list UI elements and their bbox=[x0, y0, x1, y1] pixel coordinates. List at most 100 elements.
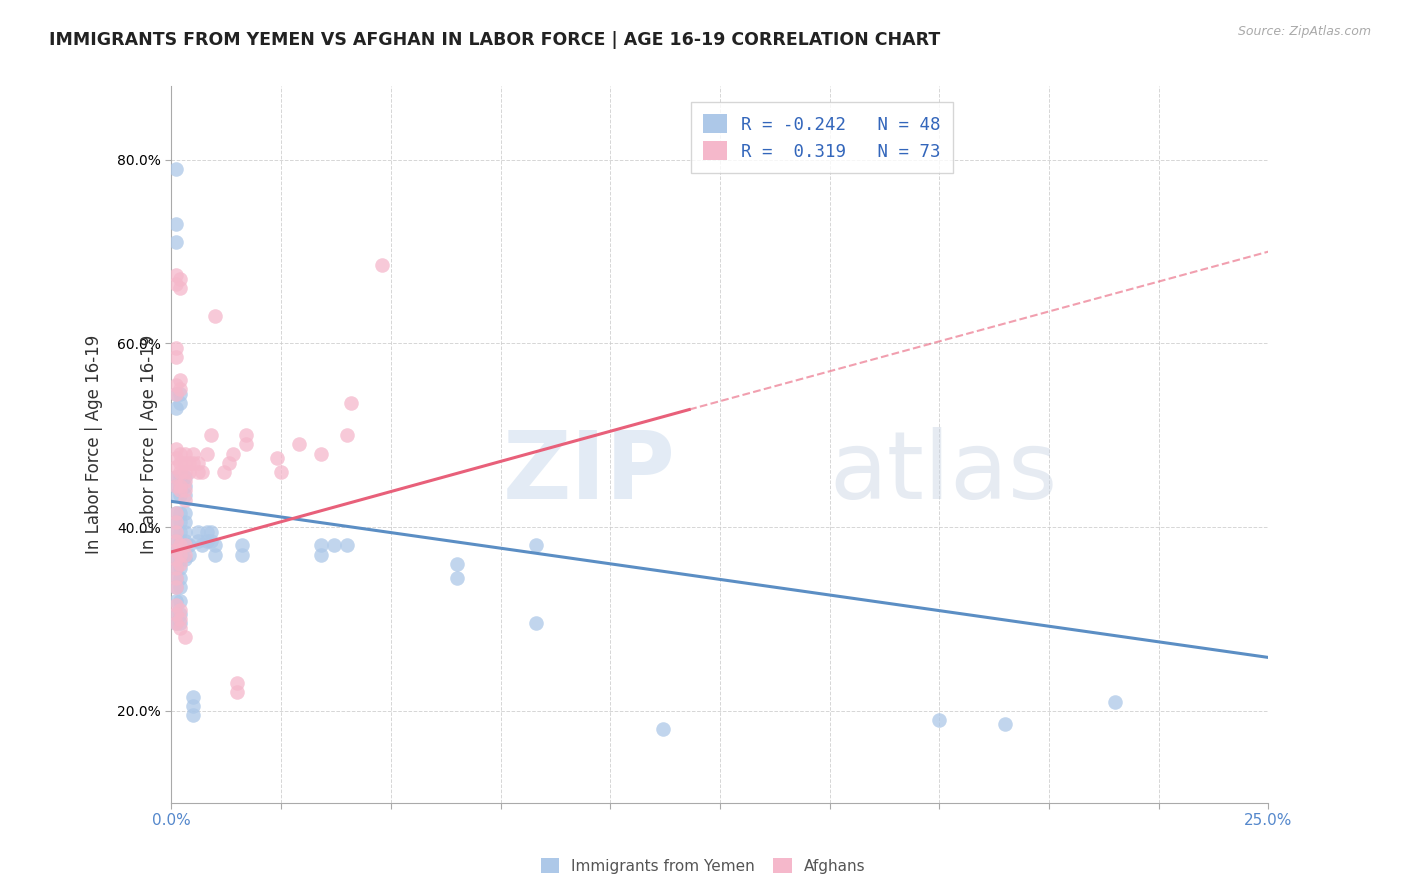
Point bbox=[165, 235, 187, 250]
Point bbox=[524, 616, 547, 631]
Point bbox=[173, 474, 195, 488]
Point bbox=[169, 483, 191, 498]
Point bbox=[165, 607, 187, 622]
Point bbox=[651, 722, 673, 736]
Text: atlas: atlas bbox=[830, 427, 1057, 519]
Point bbox=[169, 479, 191, 493]
Point bbox=[165, 516, 187, 530]
Point bbox=[322, 538, 344, 552]
Point bbox=[165, 377, 187, 392]
Text: Source: ZipAtlas.com: Source: ZipAtlas.com bbox=[1237, 25, 1371, 38]
Point bbox=[994, 717, 1017, 731]
Point bbox=[165, 533, 187, 548]
Point bbox=[187, 456, 209, 470]
Point bbox=[165, 350, 187, 364]
Point bbox=[187, 533, 209, 548]
Point bbox=[165, 580, 187, 594]
Point bbox=[165, 387, 187, 401]
Point bbox=[340, 396, 363, 410]
Point bbox=[309, 548, 332, 562]
Point bbox=[169, 382, 191, 396]
Point bbox=[235, 437, 257, 451]
Point bbox=[165, 469, 187, 483]
Point bbox=[169, 456, 191, 470]
Point bbox=[165, 161, 187, 176]
Point bbox=[173, 552, 195, 566]
Point bbox=[169, 272, 191, 286]
Point bbox=[165, 616, 187, 631]
Point bbox=[165, 387, 187, 401]
Point bbox=[191, 465, 214, 479]
Point bbox=[195, 524, 218, 539]
Point bbox=[336, 428, 359, 442]
Point bbox=[183, 699, 205, 714]
Point bbox=[165, 401, 187, 415]
Point bbox=[165, 488, 187, 502]
Point bbox=[183, 447, 205, 461]
Point bbox=[169, 479, 191, 493]
Point bbox=[183, 456, 205, 470]
Point bbox=[204, 548, 226, 562]
Point bbox=[165, 217, 187, 231]
Point bbox=[165, 580, 187, 594]
Point bbox=[177, 456, 200, 470]
Point bbox=[165, 598, 187, 612]
Point bbox=[169, 607, 191, 622]
Point bbox=[173, 469, 195, 483]
Point bbox=[169, 621, 191, 635]
Point bbox=[169, 561, 191, 575]
Point bbox=[169, 612, 191, 626]
Point bbox=[165, 442, 187, 456]
Point bbox=[212, 465, 235, 479]
Point bbox=[287, 437, 309, 451]
Point bbox=[235, 428, 257, 442]
Point bbox=[165, 506, 187, 520]
Point bbox=[173, 488, 195, 502]
Point bbox=[222, 447, 245, 461]
Point bbox=[169, 543, 191, 558]
Point bbox=[270, 465, 292, 479]
Point bbox=[169, 387, 191, 401]
Point bbox=[218, 456, 240, 470]
Point bbox=[165, 552, 187, 566]
Point bbox=[169, 538, 191, 552]
Point bbox=[231, 548, 253, 562]
Point bbox=[169, 488, 191, 502]
Point bbox=[195, 447, 218, 461]
Point bbox=[165, 607, 187, 622]
Point bbox=[165, 460, 187, 475]
Point bbox=[173, 492, 195, 507]
Point bbox=[165, 479, 187, 493]
Point bbox=[173, 456, 195, 470]
Point bbox=[173, 506, 195, 520]
Point bbox=[165, 341, 187, 355]
Legend: Immigrants from Yemen, Afghans: Immigrants from Yemen, Afghans bbox=[534, 852, 872, 880]
Point bbox=[169, 465, 191, 479]
Point bbox=[165, 516, 187, 530]
Point bbox=[200, 533, 222, 548]
Point bbox=[165, 552, 187, 566]
Point bbox=[165, 268, 187, 282]
Point bbox=[204, 309, 226, 323]
Point bbox=[169, 603, 191, 617]
Point bbox=[165, 506, 187, 520]
Text: ZIP: ZIP bbox=[503, 427, 676, 519]
Point bbox=[173, 465, 195, 479]
Point bbox=[200, 524, 222, 539]
Point bbox=[204, 538, 226, 552]
Point bbox=[169, 524, 191, 539]
Point bbox=[446, 557, 468, 571]
Point bbox=[165, 533, 187, 548]
Point bbox=[169, 281, 191, 295]
Point bbox=[169, 373, 191, 387]
Point bbox=[165, 543, 187, 558]
Point bbox=[169, 580, 191, 594]
Point bbox=[165, 524, 187, 539]
Point bbox=[928, 713, 950, 727]
Point bbox=[165, 524, 187, 539]
Point bbox=[173, 538, 195, 552]
Point bbox=[169, 552, 191, 566]
Point bbox=[1104, 694, 1126, 708]
Point bbox=[165, 451, 187, 466]
Point bbox=[309, 447, 332, 461]
